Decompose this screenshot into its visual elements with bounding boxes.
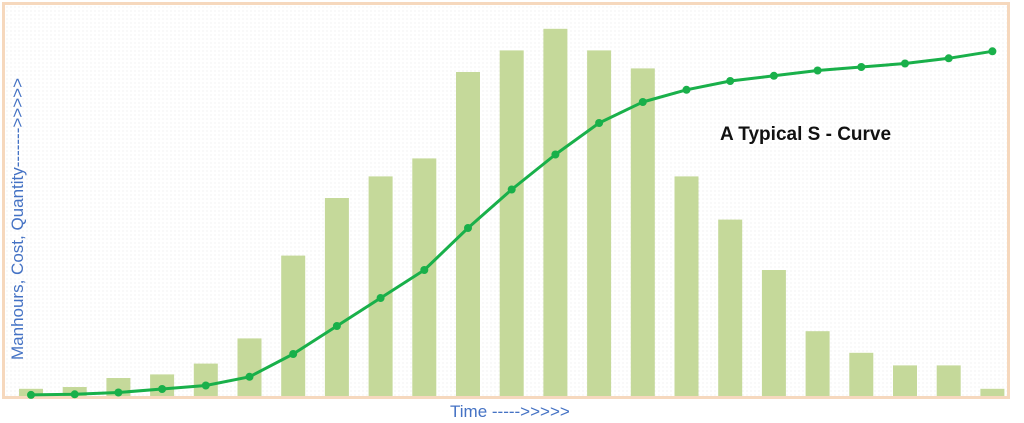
curve-point-1: [27, 390, 35, 399]
curve-point-14: [595, 119, 604, 127]
bar-10: [412, 158, 437, 396]
bar-22: [936, 365, 961, 396]
bar-12: [499, 50, 524, 397]
curve-point-7: [289, 350, 298, 358]
curve-point-8: [332, 322, 341, 330]
curve-point-3: [114, 388, 123, 397]
bar-8: [324, 198, 349, 396]
curve-point-12: [507, 185, 516, 194]
x-axis-label: Time ----->>>>>: [450, 402, 570, 421]
curve-point-11: [464, 224, 472, 232]
curve-point-13: [551, 150, 560, 159]
curve-point-22: [944, 54, 953, 63]
bar-7: [281, 255, 306, 396]
curve-point-6: [245, 372, 254, 381]
curve-point-23: [988, 47, 997, 56]
curve-point-19: [813, 66, 822, 75]
curve-point-17: [726, 77, 735, 85]
curve-point-4: [158, 385, 167, 393]
curve-point-10: [420, 266, 429, 274]
curve-point-16: [682, 85, 691, 94]
bar-23: [980, 388, 1005, 396]
curve-point-20: [857, 63, 866, 71]
chart-annotation: A Typical S - Curve: [720, 124, 892, 145]
curve-point-21: [901, 59, 909, 68]
bar-13: [543, 28, 568, 397]
curve-point-2: [70, 390, 79, 399]
bar-21: [893, 365, 917, 396]
s-curve-points: [27, 47, 997, 399]
bar-5: [193, 363, 218, 396]
curve-point-9: [376, 294, 385, 302]
bar-15: [630, 68, 655, 397]
bar-series: [19, 28, 1005, 397]
bar-9: [368, 176, 393, 396]
curve-point-18: [769, 71, 778, 80]
bar-16: [674, 176, 699, 396]
curve-point-5: [201, 381, 210, 390]
bar-14: [587, 50, 612, 397]
bar-6: [237, 338, 262, 396]
y-axis-label: Manhours, Cost, Quantity------->>>>>: [8, 77, 27, 360]
bar-17: [718, 219, 743, 396]
bar-18: [761, 270, 786, 396]
bar-20: [849, 352, 874, 396]
bar-19: [805, 331, 830, 396]
curve-point-15: [638, 98, 647, 106]
